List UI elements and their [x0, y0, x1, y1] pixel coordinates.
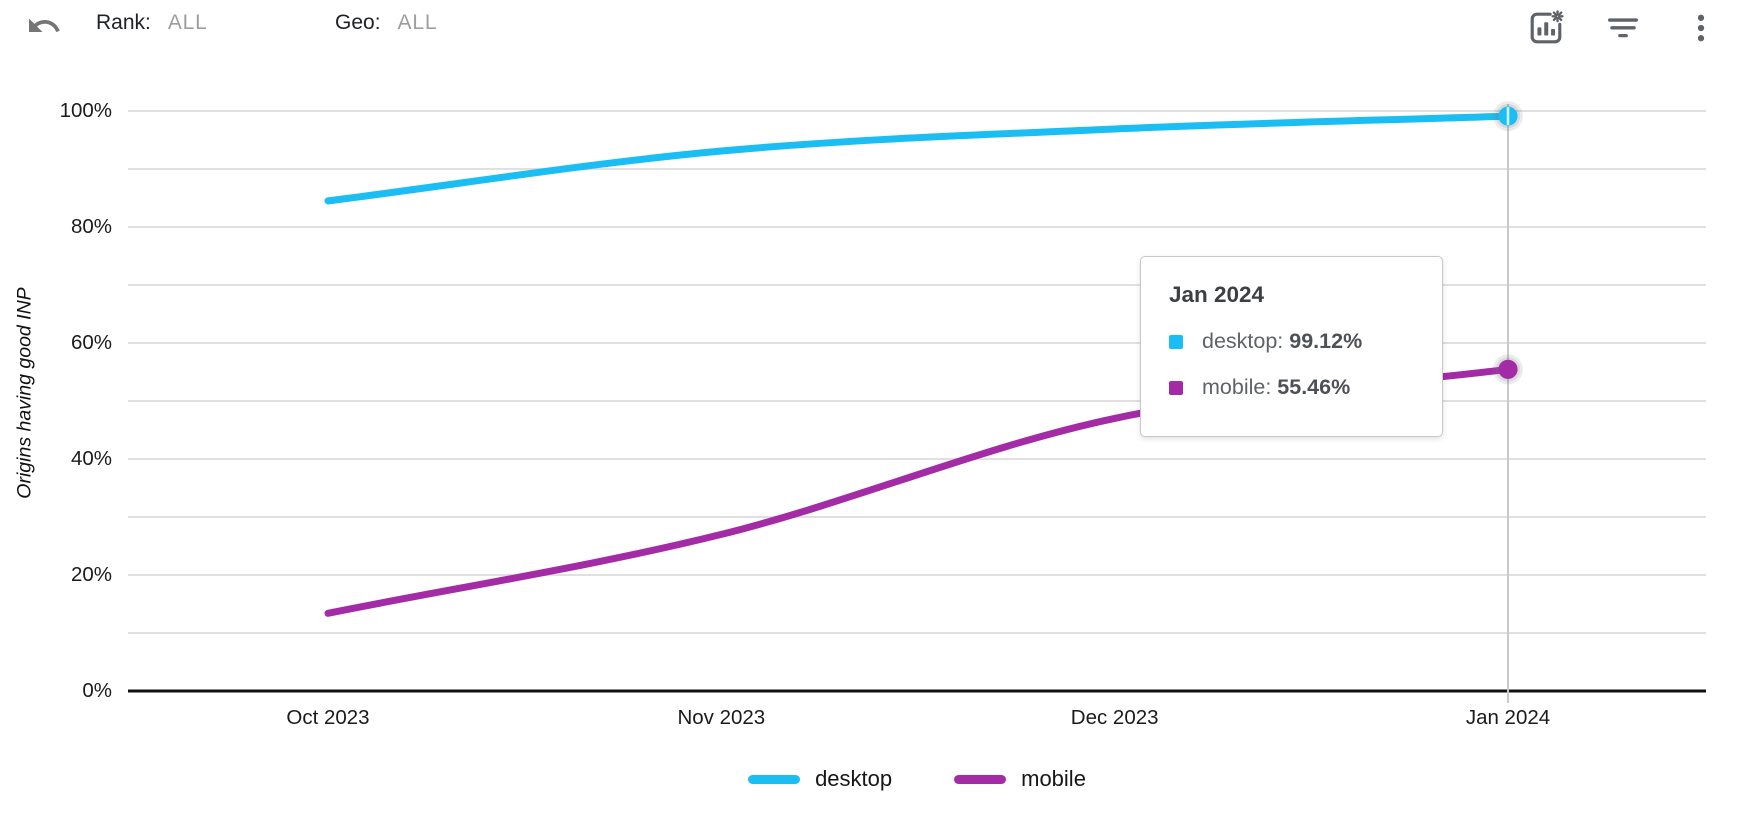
undo-icon	[29, 18, 60, 32]
y-tick-label: 40%	[70, 447, 112, 470]
geo-value: ALL	[397, 11, 438, 34]
legend-item-mobile[interactable]: mobile	[954, 766, 1086, 792]
tooltip-row-desktop: desktop: 99.12%	[1169, 329, 1414, 354]
point-mobile	[1498, 359, 1518, 379]
geo-label: Geo:	[335, 11, 381, 34]
mobile-swatch-icon	[1169, 380, 1183, 395]
geo-filter[interactable]: Geo: ALL	[335, 11, 437, 35]
legend: desktop mobile	[128, 766, 1706, 792]
line-desktop	[324, 112, 1512, 205]
rank-value: ALL	[167, 11, 208, 34]
tooltip-desktop-text: desktop: 99.12%	[1202, 329, 1363, 353]
x-tick-label: Jan 2024	[1465, 706, 1551, 729]
y-tick-label: 60%	[70, 331, 112, 354]
rank-filter[interactable]: Rank: ALL	[96, 11, 208, 35]
tooltip-row-mobile: mobile: 55.46%	[1169, 375, 1414, 400]
more-options-button[interactable]	[1679, 6, 1723, 50]
legend-item-desktop[interactable]: desktop	[748, 766, 892, 792]
legend-label-desktop: desktop	[815, 766, 893, 791]
legend-label-mobile: mobile	[1021, 766, 1086, 791]
y-tick-label: 100%	[59, 99, 112, 122]
y-tick-label: 80%	[70, 215, 112, 238]
filter-button[interactable]	[1601, 6, 1645, 50]
y-tick-label: 20%	[70, 563, 112, 586]
desktop-line-swatch-icon	[748, 774, 801, 784]
y-tick-label: 0%	[82, 679, 112, 702]
tooltip-title: Jan 2024	[1169, 282, 1265, 307]
chart-settings-icon	[1530, 10, 1564, 44]
filter-icon	[1608, 18, 1638, 38]
chart-tooltip: Jan 2024 desktop: 99.12% mobile: 55.46%	[1140, 256, 1443, 437]
desktop-swatch-icon	[1169, 334, 1183, 349]
mobile-line-swatch-icon	[954, 774, 1007, 784]
x-tick-label: Oct 2023	[286, 706, 370, 729]
more-vert-icon	[1697, 14, 1705, 42]
rank-label: Rank:	[96, 11, 151, 34]
tooltip-mobile-text: mobile: 55.46%	[1202, 375, 1351, 399]
x-tick-label: Dec 2023	[1070, 706, 1159, 729]
undo-button[interactable]	[22, 4, 66, 48]
x-tick-label: Nov 2023	[677, 706, 766, 729]
chart-settings-button[interactable]	[1524, 6, 1568, 50]
